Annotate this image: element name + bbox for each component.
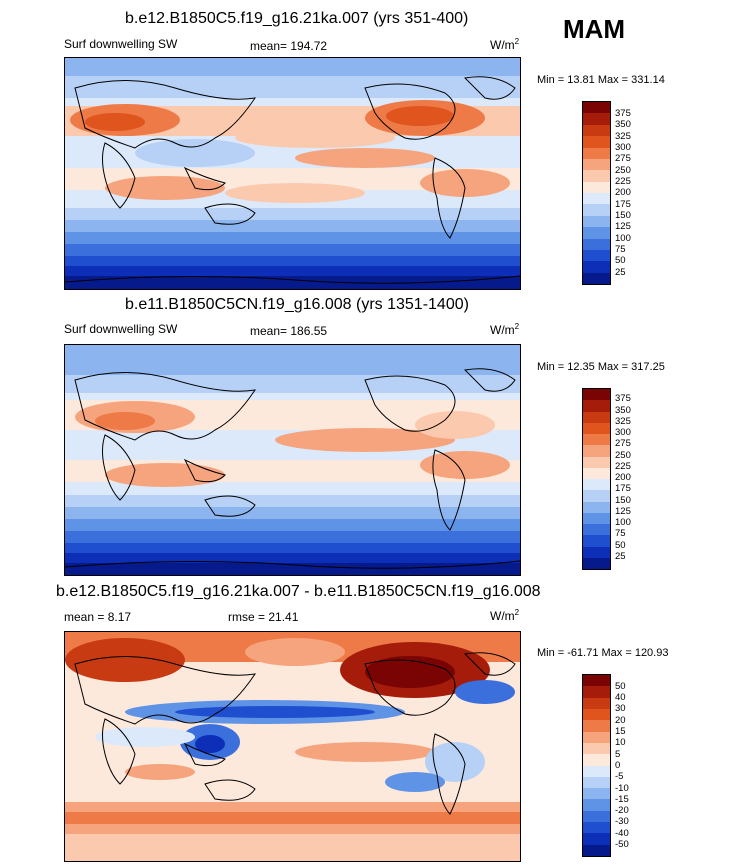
panel2-colorbar-label: 125 [615,506,631,517]
panel3-colorbar-label: -10 [615,783,629,794]
panel2-colorbar-label: 100 [615,517,631,528]
panel2-colorbar-label: 300 [615,427,631,438]
panel1-colorbar-label: 175 [615,199,631,210]
panel3-rmse-label: rmse = 21.41 [228,610,299,624]
panel1-colorbar-label: 50 [615,255,626,266]
panel1-colorbar-label: 75 [615,244,626,255]
panel3-colorbar-label: -15 [615,794,629,805]
panel1-colorbar: 375 350 325 300 275 250 225 200 175 150 … [582,101,631,285]
season-label: MAM [563,14,626,44]
panel2-map-field [65,345,520,575]
panel1-map-field [65,58,520,289]
panel1-colorbar-label: 150 [615,210,631,221]
panel2-colorbar: 375 350 325 300 275 250 225 200 175 150 … [582,388,631,570]
panel1-colorbar-label: 325 [615,131,631,142]
panel3-map [64,631,521,862]
panel1-colorbar-label: 375 [615,108,631,119]
panel1-mean-label: mean= 194.72 [250,39,328,53]
panel2-colorbar-ramp [582,388,611,570]
panel2-variable-label: Surf downwelling SW [64,322,178,336]
panel1-title: b.e12.B1850C5.f19_g16.21ka.007 (yrs 351-… [125,10,469,27]
panel2-mean-label: mean= 186.55 [250,324,328,338]
panel2-minmax: Min = 12.35 Max = 317.25 [537,361,665,373]
panel2-colorbar-label: 250 [615,450,631,461]
panel3-units: W/m2 [490,608,520,623]
panel3-mean-label: mean = 8.17 [64,610,132,624]
panel3-colorbar-label: 30 [615,703,626,714]
panel3-colorbar-label: 20 [615,715,626,726]
panel2-colorbar-label: 225 [615,461,631,472]
panel2-units: W/m2 [490,322,520,337]
panel1-variable-label: Surf downwelling SW [64,37,178,51]
panel3-colorbar-label: 15 [615,726,626,737]
panel2-colorbar-label: 200 [615,472,631,483]
panel2-colorbar-label: 175 [615,483,631,494]
panel1-colorbar-label: 100 [615,233,631,244]
panel1-colorbar-ramp [582,101,611,285]
panel2-colorbar-label: 25 [615,551,626,562]
panel3-colorbar-label: -40 [615,828,629,839]
panel1-colorbar-label: 350 [615,119,631,130]
panel3-colorbar-label: 0 [615,760,621,771]
panel2-colorbar-label: 325 [615,416,631,427]
panel3-colorbar-label: 50 [615,681,626,692]
panel3-colorbar-label: -50 [615,839,629,850]
panel3-title: b.e12.B1850C5.f19_g16.21ka.007 - b.e11.B… [56,583,541,600]
panel1-minmax: Min = 13.81 Max = 331.14 [537,74,665,86]
panel1-colorbar-label: 125 [615,221,631,232]
panel3-colorbar-label: 40 [615,692,626,703]
panel3-colorbar-label: -20 [615,805,629,816]
panel2-colorbar-label: 275 [615,438,631,449]
panel3-colorbar-label: 5 [615,749,621,760]
panel1-colorbar-label: 200 [615,187,631,198]
panel1-colorbar-label: 300 [615,142,631,153]
panel1-colorbar-label: 25 [615,267,626,278]
panel3-colorbar-label: 10 [615,737,626,748]
panel3-map-field [65,632,520,861]
panel3-colorbar: 50 40 30 20 15 10 5 0 -5 -10 -15 -20 -30… [582,674,629,857]
panel2-colorbar-label: 375 [615,393,631,404]
panel2-colorbar-label: 50 [615,540,626,551]
panel3-minmax: Min = -61.71 Max = 120.93 [537,647,669,659]
panel1-colorbar-label: 275 [615,153,631,164]
panel3-colorbar-ramp [582,674,611,857]
panel1-map [64,57,521,290]
panel2-colorbar-label: 150 [615,495,631,506]
panel2-colorbar-label: 75 [615,528,626,539]
panel2-title: b.e11.B1850C5CN.f19_g16.008 (yrs 1351-14… [125,296,469,313]
panel2-colorbar-label: 350 [615,405,631,416]
panel3-colorbar-label: -5 [615,771,624,782]
panel2-map [64,344,521,576]
panel1-units: W/m2 [490,37,520,52]
panel1-colorbar-label: 225 [615,176,631,187]
panel1-colorbar-label: 250 [615,165,631,176]
panel3-colorbar-label: -30 [615,816,629,827]
